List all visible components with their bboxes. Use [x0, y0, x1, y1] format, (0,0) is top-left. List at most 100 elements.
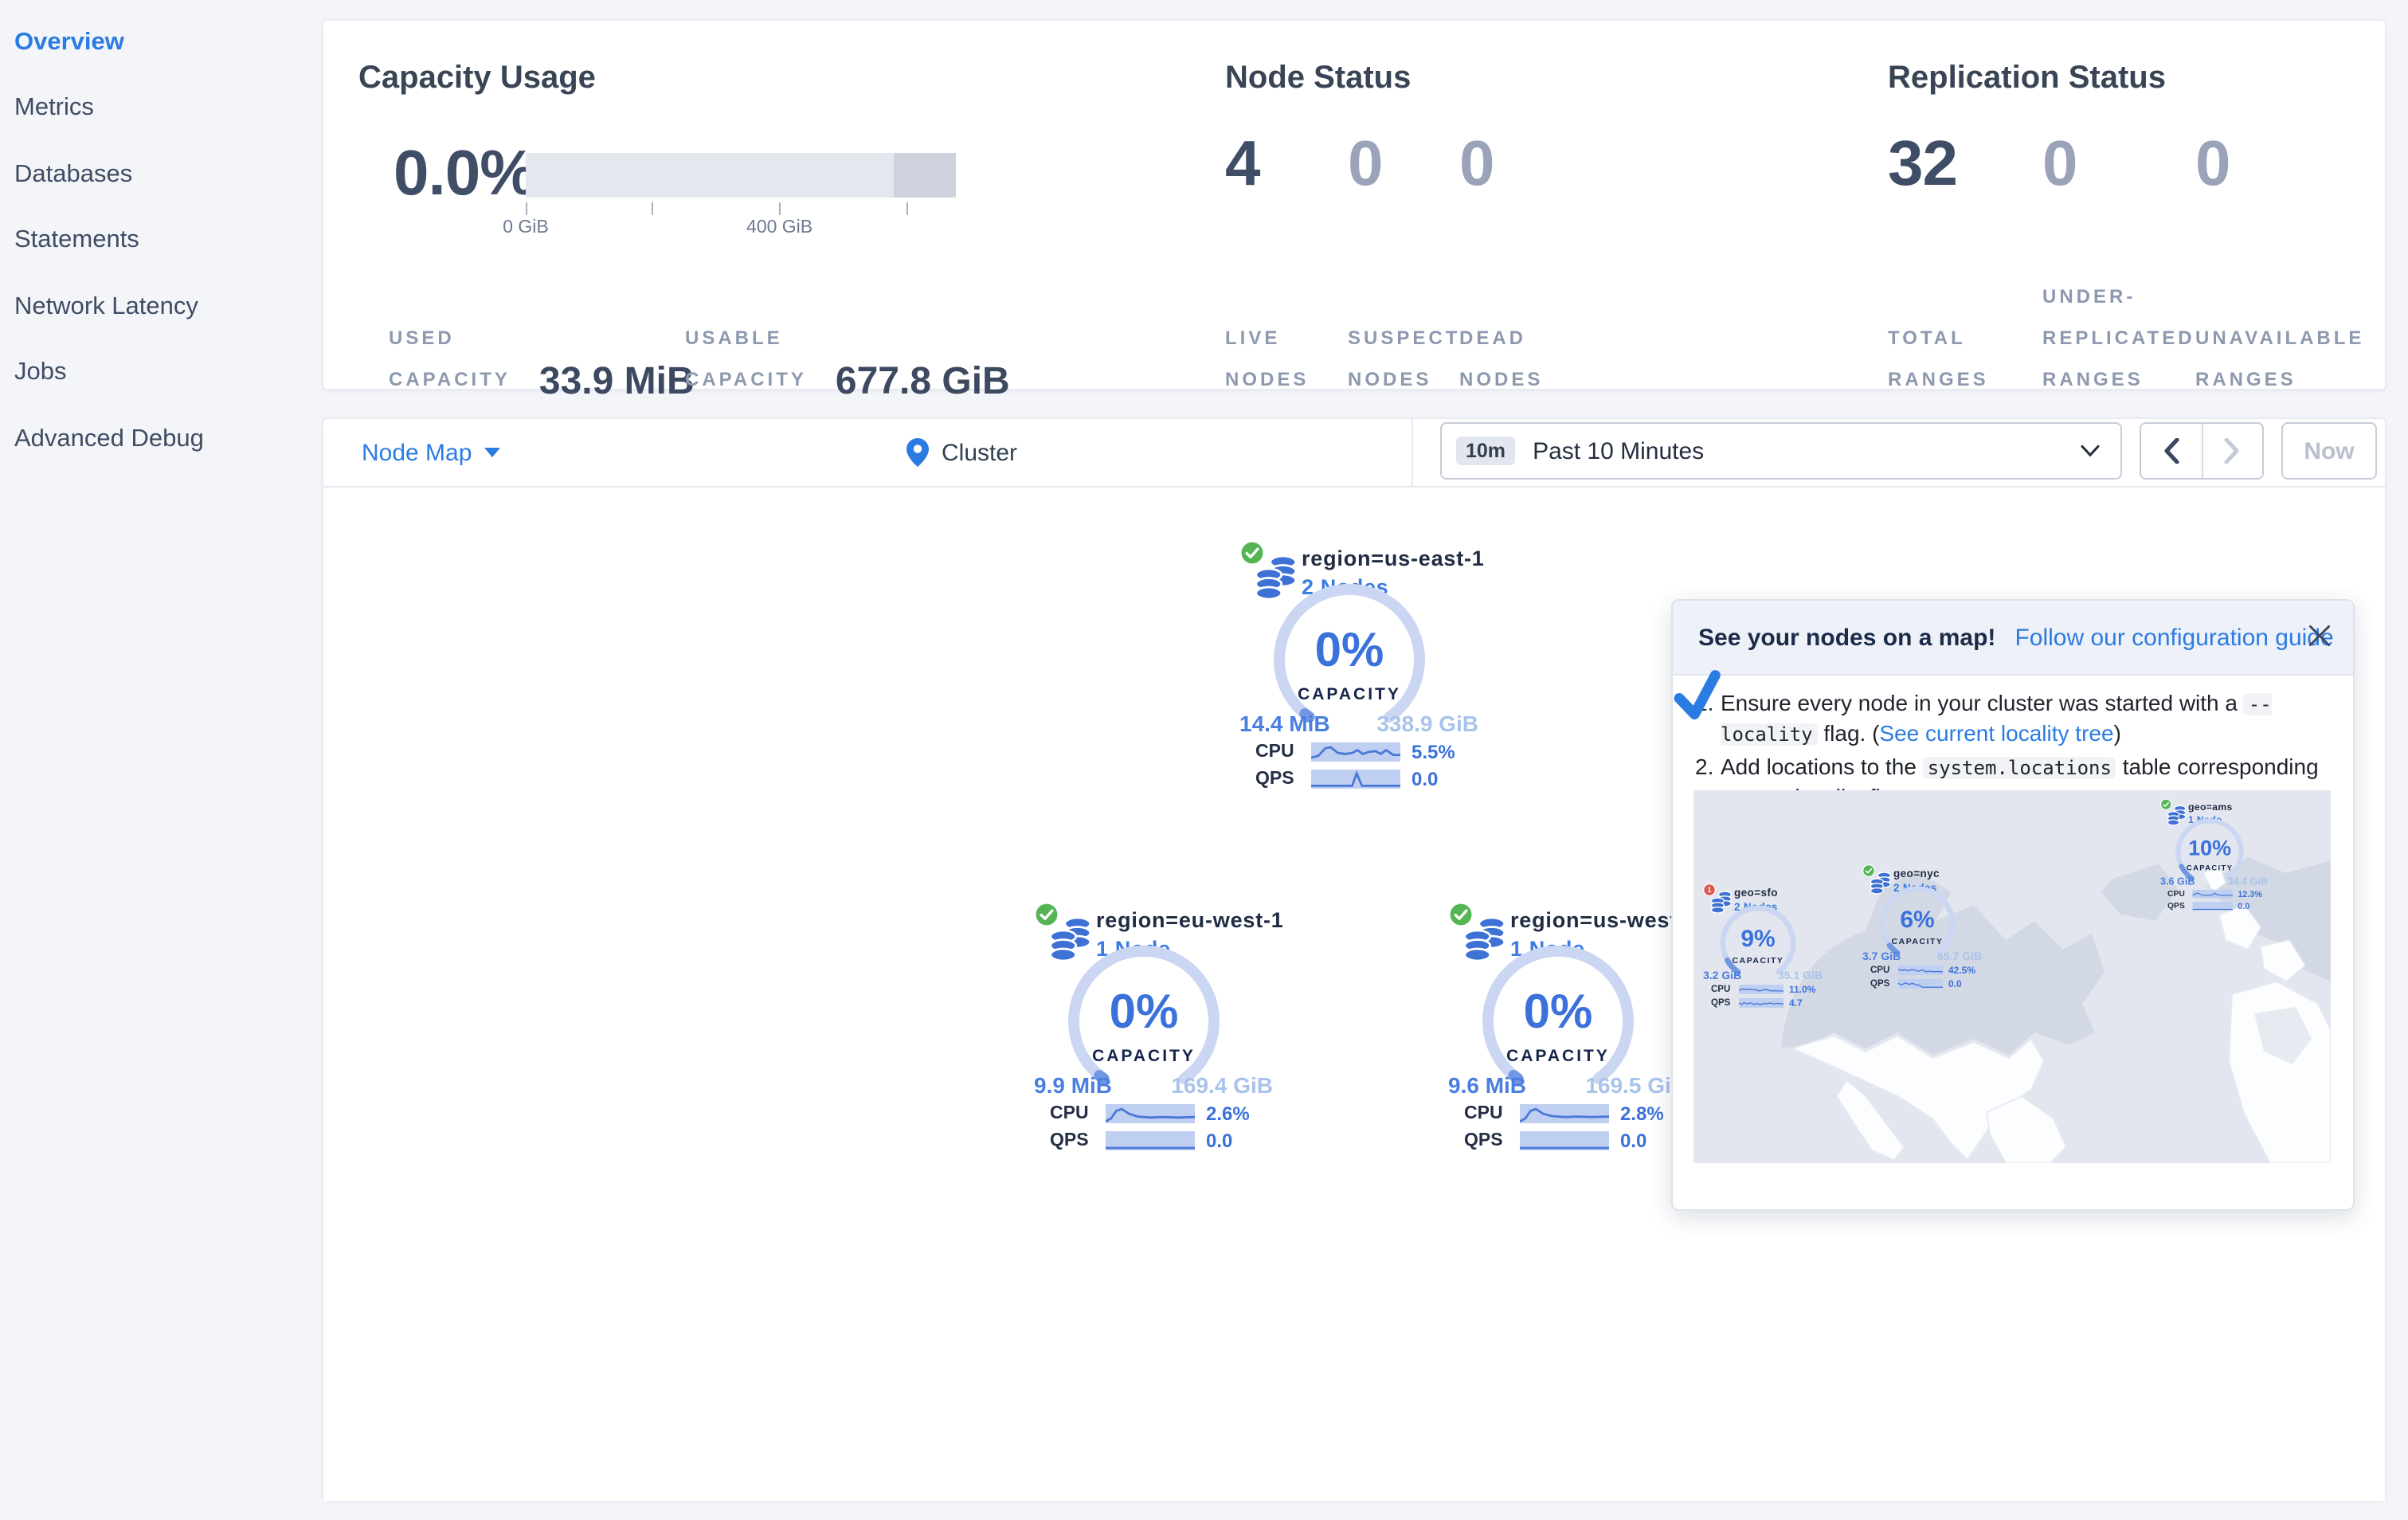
node-group-name: geo=nyc [1893, 868, 1940, 879]
chevron-down-icon [2081, 445, 2100, 457]
view-selector-dropdown[interactable]: Node Map [362, 419, 501, 486]
step-text-segment: Add locations to the [1721, 754, 1923, 779]
locality-tree-link[interactable]: See current locality tree [1879, 719, 2114, 745]
capacity-stat: USABLE CAPACITY 677.8 GiB [685, 317, 1010, 403]
sidebar-item-network-latency[interactable]: Network Latency [14, 292, 198, 320]
capacity-gauge: 6% CAPACITY [1876, 883, 1959, 966]
sidebar-item-overview[interactable]: Overview [14, 28, 124, 56]
close-icon[interactable] [2308, 625, 2331, 647]
cpu-row: CPU 12.3% [2167, 889, 2262, 899]
configuration-guide-link[interactable]: Follow our configuration guide [2014, 624, 2334, 651]
cpu-sparkline [1898, 966, 1943, 975]
capacity-tick-label: 400 GiB [746, 218, 813, 237]
node-group-geo=nyc[interactable]: geo=nyc 2 Nodes 6% CAPACITY 3.7 GiB 65.7 GiB… [1862, 860, 1990, 996]
stat-label: SUSPECT NODES [1348, 327, 1461, 390]
qps-row: QPS 0.0 [1870, 978, 1962, 989]
time-back-button[interactable] [2141, 424, 2202, 478]
time-forward-button[interactable] [2202, 424, 2262, 478]
healthy-check-badge [1239, 540, 1265, 566]
node-group-region=us-west-1[interactable]: region=us-west-1 1 Node 0% CAPACITY 9.6 MiB… [1448, 894, 1703, 1165]
capacity-values: 14.4 MiB 338.9 GiB [1239, 711, 1478, 736]
database-icon [1463, 916, 1506, 962]
sparkline-chart [2192, 889, 2233, 899]
capacity-gauge: 0% CAPACITY [1061, 938, 1227, 1104]
total-capacity-value: 65.7 GiB [1936, 950, 1982, 962]
qps-sparkline [1520, 1131, 1609, 1150]
step-text: Ensure every node in your cluster was st… [1721, 690, 2331, 749]
node-group-region=eu-west-1[interactable]: region=eu-west-1 1 Node 0% CAPACITY 9.9 MiB… [1034, 894, 1289, 1165]
sidebar-item-databases[interactable]: Databases [14, 160, 133, 188]
sidebar-item-advanced-debug[interactable]: Advanced Debug [14, 425, 204, 452]
sidebar-item-metrics[interactable]: Metrics [14, 94, 94, 122]
healthy-check-badge [1034, 902, 1059, 927]
capacity-gauge-label: CAPACITY [1732, 956, 1784, 966]
node-group-region=us-east-1[interactable]: region=us-east-1 2 Nodes 0% CAPACITY 14.4 M… [1239, 532, 1494, 803]
stat-value: 0 [1348, 129, 1384, 199]
cpu-sparkline [1520, 1104, 1609, 1123]
svg-text:1: 1 [1707, 886, 1711, 894]
qps-label: QPS [1711, 998, 1731, 1008]
capacity-gauge-label: CAPACITY [1506, 1047, 1610, 1066]
now-button[interactable]: Now [2281, 422, 2377, 480]
used-capacity-value: 9.6 MiB [1448, 1072, 1527, 1098]
cpu-row: CPU 2.6% [1050, 1103, 1250, 1125]
cpu-label: CPU [1870, 966, 1890, 975]
capacity-gauge-arc [1274, 583, 1425, 723]
sparkline-chart [1898, 966, 1943, 975]
node-group-name: geo=ams [2188, 801, 2233, 813]
qps-sparkline [1311, 770, 1400, 789]
qps-sparkline [1898, 979, 1943, 989]
cpu-value: 2.8% [1620, 1103, 1664, 1125]
toolbar-divider [1412, 419, 1413, 486]
caret-down-icon [484, 448, 501, 457]
node-group-name: region=us-west-1 [1510, 908, 1698, 932]
sidebar-item-jobs[interactable]: Jobs [14, 358, 67, 386]
node-group-geo=ams[interactable]: geo=ams 1 Node 10% CAPACITY 3.6 GiB 34.4 GiB… [2160, 795, 2275, 917]
breadcrumb[interactable]: Cluster [906, 419, 1017, 486]
capacity-gauge-percent: 0% [1523, 986, 1593, 1039]
total-capacity-value: 169.4 GiB [1171, 1072, 1273, 1098]
capacity-gauge: 0% CAPACITY [1475, 938, 1641, 1104]
sparkline-chart [1106, 1131, 1195, 1150]
replication-status-section: Replication Status 32 0 0 TOTAL RANGES UNDER… [1888, 21, 2382, 390]
capacity-gauge-label: CAPACITY [1891, 937, 1944, 946]
capacity-values: 9.9 MiB 169.4 GiB [1034, 1072, 1273, 1098]
qps-row: QPS 4.7 [1711, 997, 1803, 1009]
popup-title: See your nodes on a map! [1698, 624, 1996, 651]
capacity-gauge-percent: 10% [2188, 836, 2232, 860]
stat-label: DEAD NODES [1459, 327, 1544, 390]
cpu-value: 42.5% [1948, 965, 1976, 976]
stat-label: TOTAL RANGES [1888, 327, 1989, 390]
healthy-check-badge [1448, 902, 1474, 927]
node-group-geo=sfo[interactable]: 1 geo=sfo 2 Nodes 9% CAPACITY 3.2 GiB 35.1 G… [1703, 879, 1830, 1015]
replication-status-values: 32 0 0 [1888, 129, 2371, 201]
capacity-percent: 0.0% [394, 139, 536, 209]
sparkline-chart [1311, 742, 1400, 762]
used-capacity-value: 3.2 GiB [1703, 969, 1742, 981]
map-toolbar: Node Map Cluster 10m Past 10 Minutes [323, 419, 2385, 488]
cpu-label: CPU [2167, 889, 2185, 899]
example-map-image: 1 geo=sfo 2 Nodes 9% CAPACITY 3.2 GiB 35.1 G… [1693, 790, 2331, 1163]
stat-value: 4 [1225, 129, 1261, 199]
cpu-row: CPU 11.0% [1711, 984, 1815, 995]
node-map-panel: Node Map Cluster 10m Past 10 Minutes [322, 417, 2386, 1501]
capacity-stat-value: 677.8 GiB [835, 360, 1010, 403]
warning-count-badge: 1 [1703, 883, 1716, 896]
time-range-selector[interactable]: 10m Past 10 Minutes [1440, 422, 2122, 480]
used-capacity-value: 14.4 MiB [1239, 711, 1330, 736]
sparkline-chart [1739, 985, 1783, 994]
capacity-usage-title: Capacity Usage [358, 61, 596, 96]
stat-value: 32 [1888, 129, 1958, 199]
capacity-gauge-arc [1879, 886, 1956, 956]
node-group-name: region=eu-west-1 [1096, 908, 1284, 932]
total-capacity-value: 338.9 GiB [1376, 711, 1478, 736]
capacity-bar-ticks: 0 GiB 400 GiB [503, 202, 956, 237]
capacity-values: 3.6 GiB 34.4 GiB [2160, 876, 2268, 887]
capacity-bar-marker [893, 153, 956, 198]
cpu-sparkline [1739, 985, 1783, 994]
sidebar-item-statements[interactable]: Statements [14, 226, 139, 254]
sparkline-chart [1520, 1131, 1609, 1150]
capacity-gauge-label: CAPACITY [1298, 685, 1401, 704]
sparkline-chart [2192, 902, 2233, 911]
cpu-sparkline [1106, 1104, 1195, 1123]
